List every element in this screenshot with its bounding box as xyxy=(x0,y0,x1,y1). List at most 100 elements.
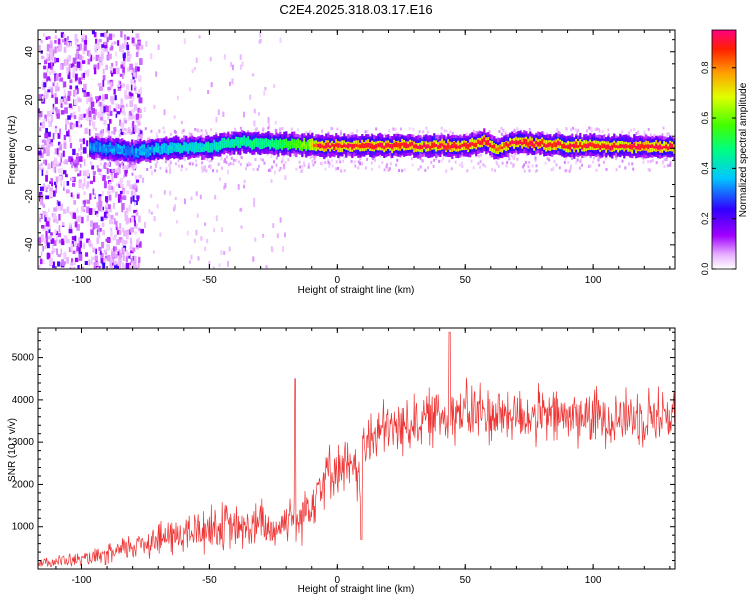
spectrogram-cell xyxy=(38,237,42,244)
band-cell xyxy=(125,148,128,156)
spectrogram-cell xyxy=(69,267,72,269)
spectrogram-cell xyxy=(122,66,125,73)
spectrogram-cell xyxy=(338,156,341,160)
spectrogram-cell xyxy=(271,165,274,169)
x-tick-label: 100 xyxy=(585,275,602,286)
band-cell xyxy=(615,145,618,148)
band-cell xyxy=(157,146,160,153)
spectrogram-cell xyxy=(237,184,240,190)
band-cell xyxy=(493,144,496,149)
spectrogram-cell xyxy=(126,44,129,51)
spectrogram-cell xyxy=(100,33,105,37)
spectrogram-cell xyxy=(349,131,352,135)
spectrogram-cell xyxy=(114,95,117,101)
spectrogram-cell xyxy=(261,158,264,162)
band-cell xyxy=(263,140,266,146)
spectrogram-cell xyxy=(597,155,600,159)
spectrogram-cell xyxy=(116,171,119,176)
spectrogram-cell xyxy=(67,56,71,62)
spectrogram-cell xyxy=(56,161,59,165)
spectrogram-cell xyxy=(56,148,59,155)
spectrogram-cell xyxy=(124,211,127,216)
band-cell xyxy=(473,143,476,147)
spectrogram-cell xyxy=(47,217,51,222)
spectrogram-cell xyxy=(139,58,143,65)
band-cell xyxy=(175,144,178,150)
spectrogram-cell xyxy=(522,165,525,169)
spectrogram-cell xyxy=(132,260,137,266)
spectrogram-cell xyxy=(42,246,44,252)
spectrogram-cell xyxy=(69,222,72,228)
spectrogram-cell xyxy=(545,132,548,136)
spectrogram-cell xyxy=(96,267,99,269)
spectrogram-cell xyxy=(264,86,267,91)
spectrogram-cell xyxy=(86,140,89,147)
spectrogram-cell xyxy=(534,158,537,162)
spectrogram-cell xyxy=(69,211,74,216)
spectrogram-cell xyxy=(63,81,67,88)
band-cell xyxy=(261,141,264,146)
spectrogram-cell xyxy=(245,167,247,171)
spectrogram-cell xyxy=(76,61,81,68)
spectrogram-cell xyxy=(580,158,583,162)
spectrogram-cell xyxy=(58,141,61,146)
spectrogram-cell xyxy=(120,98,124,106)
spectrogram-cell xyxy=(163,130,166,134)
spectrogram-cell xyxy=(621,159,624,163)
spectrogram-cell xyxy=(105,238,110,242)
spectrogram-cell xyxy=(67,90,72,96)
spectrogram-cell xyxy=(577,128,580,132)
spectrogram-cell xyxy=(68,71,71,77)
spectrogram-cell xyxy=(408,127,411,131)
spectrogram-cell xyxy=(80,56,84,60)
spectrogram-cell xyxy=(99,112,104,117)
spectrogram-cell xyxy=(595,168,598,172)
spectrogram-cell xyxy=(185,167,188,171)
spectrogram-cell xyxy=(50,43,53,50)
spectrogram-cell xyxy=(117,258,122,264)
spectrogram-cell xyxy=(47,54,51,61)
spectrogram-cell xyxy=(281,127,284,130)
spectrogram-cell xyxy=(201,170,204,173)
spectrogram-cell xyxy=(63,134,66,141)
spectrogram-cell xyxy=(41,95,44,102)
spectrogram-cell xyxy=(108,33,113,41)
spectrogram-cell xyxy=(99,157,102,160)
spectrogram-cell xyxy=(327,131,330,135)
spectrogram-cell xyxy=(41,122,45,129)
spectrogram-cell xyxy=(55,86,58,92)
spectrogram-cell xyxy=(176,220,178,224)
spectrogram-cell xyxy=(49,191,53,198)
spectrogram-cell xyxy=(217,109,220,116)
spectrogram-cell xyxy=(95,96,99,100)
spectrogram-cell xyxy=(83,243,86,248)
band-cell xyxy=(629,144,632,149)
spectrogram-cell xyxy=(47,144,51,148)
spectrogram-cell xyxy=(88,259,91,266)
spectrogram-cell xyxy=(49,78,51,82)
colorbar-tick-label: 0.2 xyxy=(700,212,710,225)
spectrogram-cell xyxy=(135,264,138,269)
band-cell xyxy=(223,141,226,145)
band-cell xyxy=(451,143,454,148)
spectrogram-cell xyxy=(182,129,185,132)
band-cell xyxy=(95,144,98,148)
spectrogram-cell xyxy=(274,120,277,125)
spectrogram-cell xyxy=(247,130,250,134)
spectrogram-cell xyxy=(71,195,75,199)
spectrogram-cell xyxy=(78,63,83,71)
spectrogram-cell xyxy=(56,82,59,87)
spectrogram-cell xyxy=(534,156,537,160)
spectrogram-cell xyxy=(86,169,90,177)
spectrogram-cell xyxy=(218,177,221,181)
spectrogram-cell xyxy=(78,253,83,261)
spectrogram-cell xyxy=(135,71,137,79)
spectrogram-cell xyxy=(131,164,134,168)
spectrogram-cell xyxy=(125,84,130,91)
spectrogram-cell xyxy=(102,68,105,75)
band-cell xyxy=(243,139,246,144)
spectrogram-cell xyxy=(252,73,255,77)
band-cell xyxy=(579,141,582,147)
band-cell xyxy=(351,144,354,150)
